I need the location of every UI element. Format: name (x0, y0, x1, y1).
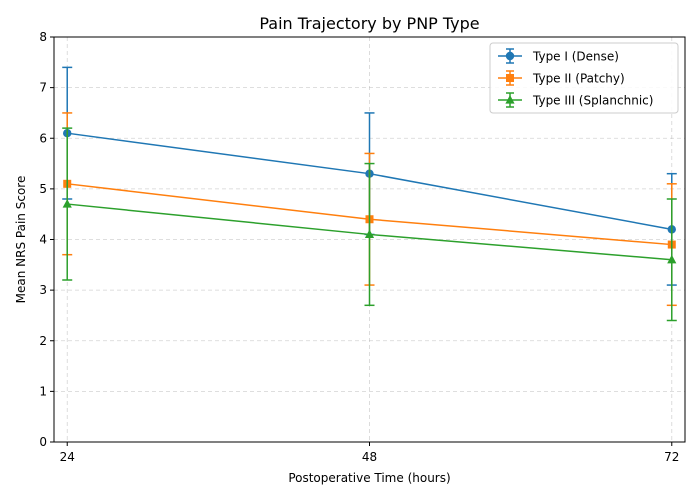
y-axis-label: Mean NRS Pain Score (14, 176, 28, 304)
series-layer (62, 66, 677, 322)
axes: 0 1 2 3 4 5 6 7 8 24 48 72 (39, 30, 679, 464)
y-tick-label: 6 (39, 131, 47, 145)
y-tick-label: 0 (39, 435, 47, 449)
x-tick-label: 24 (60, 450, 75, 464)
y-tick-label: 5 (39, 182, 47, 196)
x-axis-label: Postoperative Time (hours) (288, 471, 450, 485)
legend: Type I (Dense) Type II (Patchy) Type III (… (489, 42, 679, 114)
data-point (667, 254, 677, 264)
legend-marker (505, 51, 515, 61)
legend-item: Type II (Patchy) (498, 70, 625, 86)
y-tick-label: 4 (39, 233, 47, 247)
y-tick-label: 8 (39, 30, 47, 44)
y-tick-label: 7 (39, 81, 47, 95)
legend-label: Type II (Patchy) (532, 72, 625, 86)
data-point (364, 229, 375, 239)
data-point (62, 199, 72, 208)
y-tick-label: 1 (39, 384, 47, 398)
legend-marker (506, 74, 514, 82)
legend-item: Type I (Dense) (498, 48, 619, 64)
chart-title: Pain Trajectory by PNP Type (259, 14, 479, 33)
legend-marker (505, 95, 515, 104)
legend-box (489, 42, 679, 114)
y-tick-label: 2 (39, 334, 47, 348)
x-tick-label: 48 (362, 450, 377, 464)
legend-item: Type III (Splanchnic) (498, 92, 653, 108)
legend-label: Type III (Splanchnic) (532, 94, 653, 108)
legend-label: Type I (Dense) (532, 50, 619, 64)
series-3 (62, 127, 677, 322)
y-tick-label: 3 (39, 283, 47, 297)
x-tick-label: 72 (664, 450, 679, 464)
